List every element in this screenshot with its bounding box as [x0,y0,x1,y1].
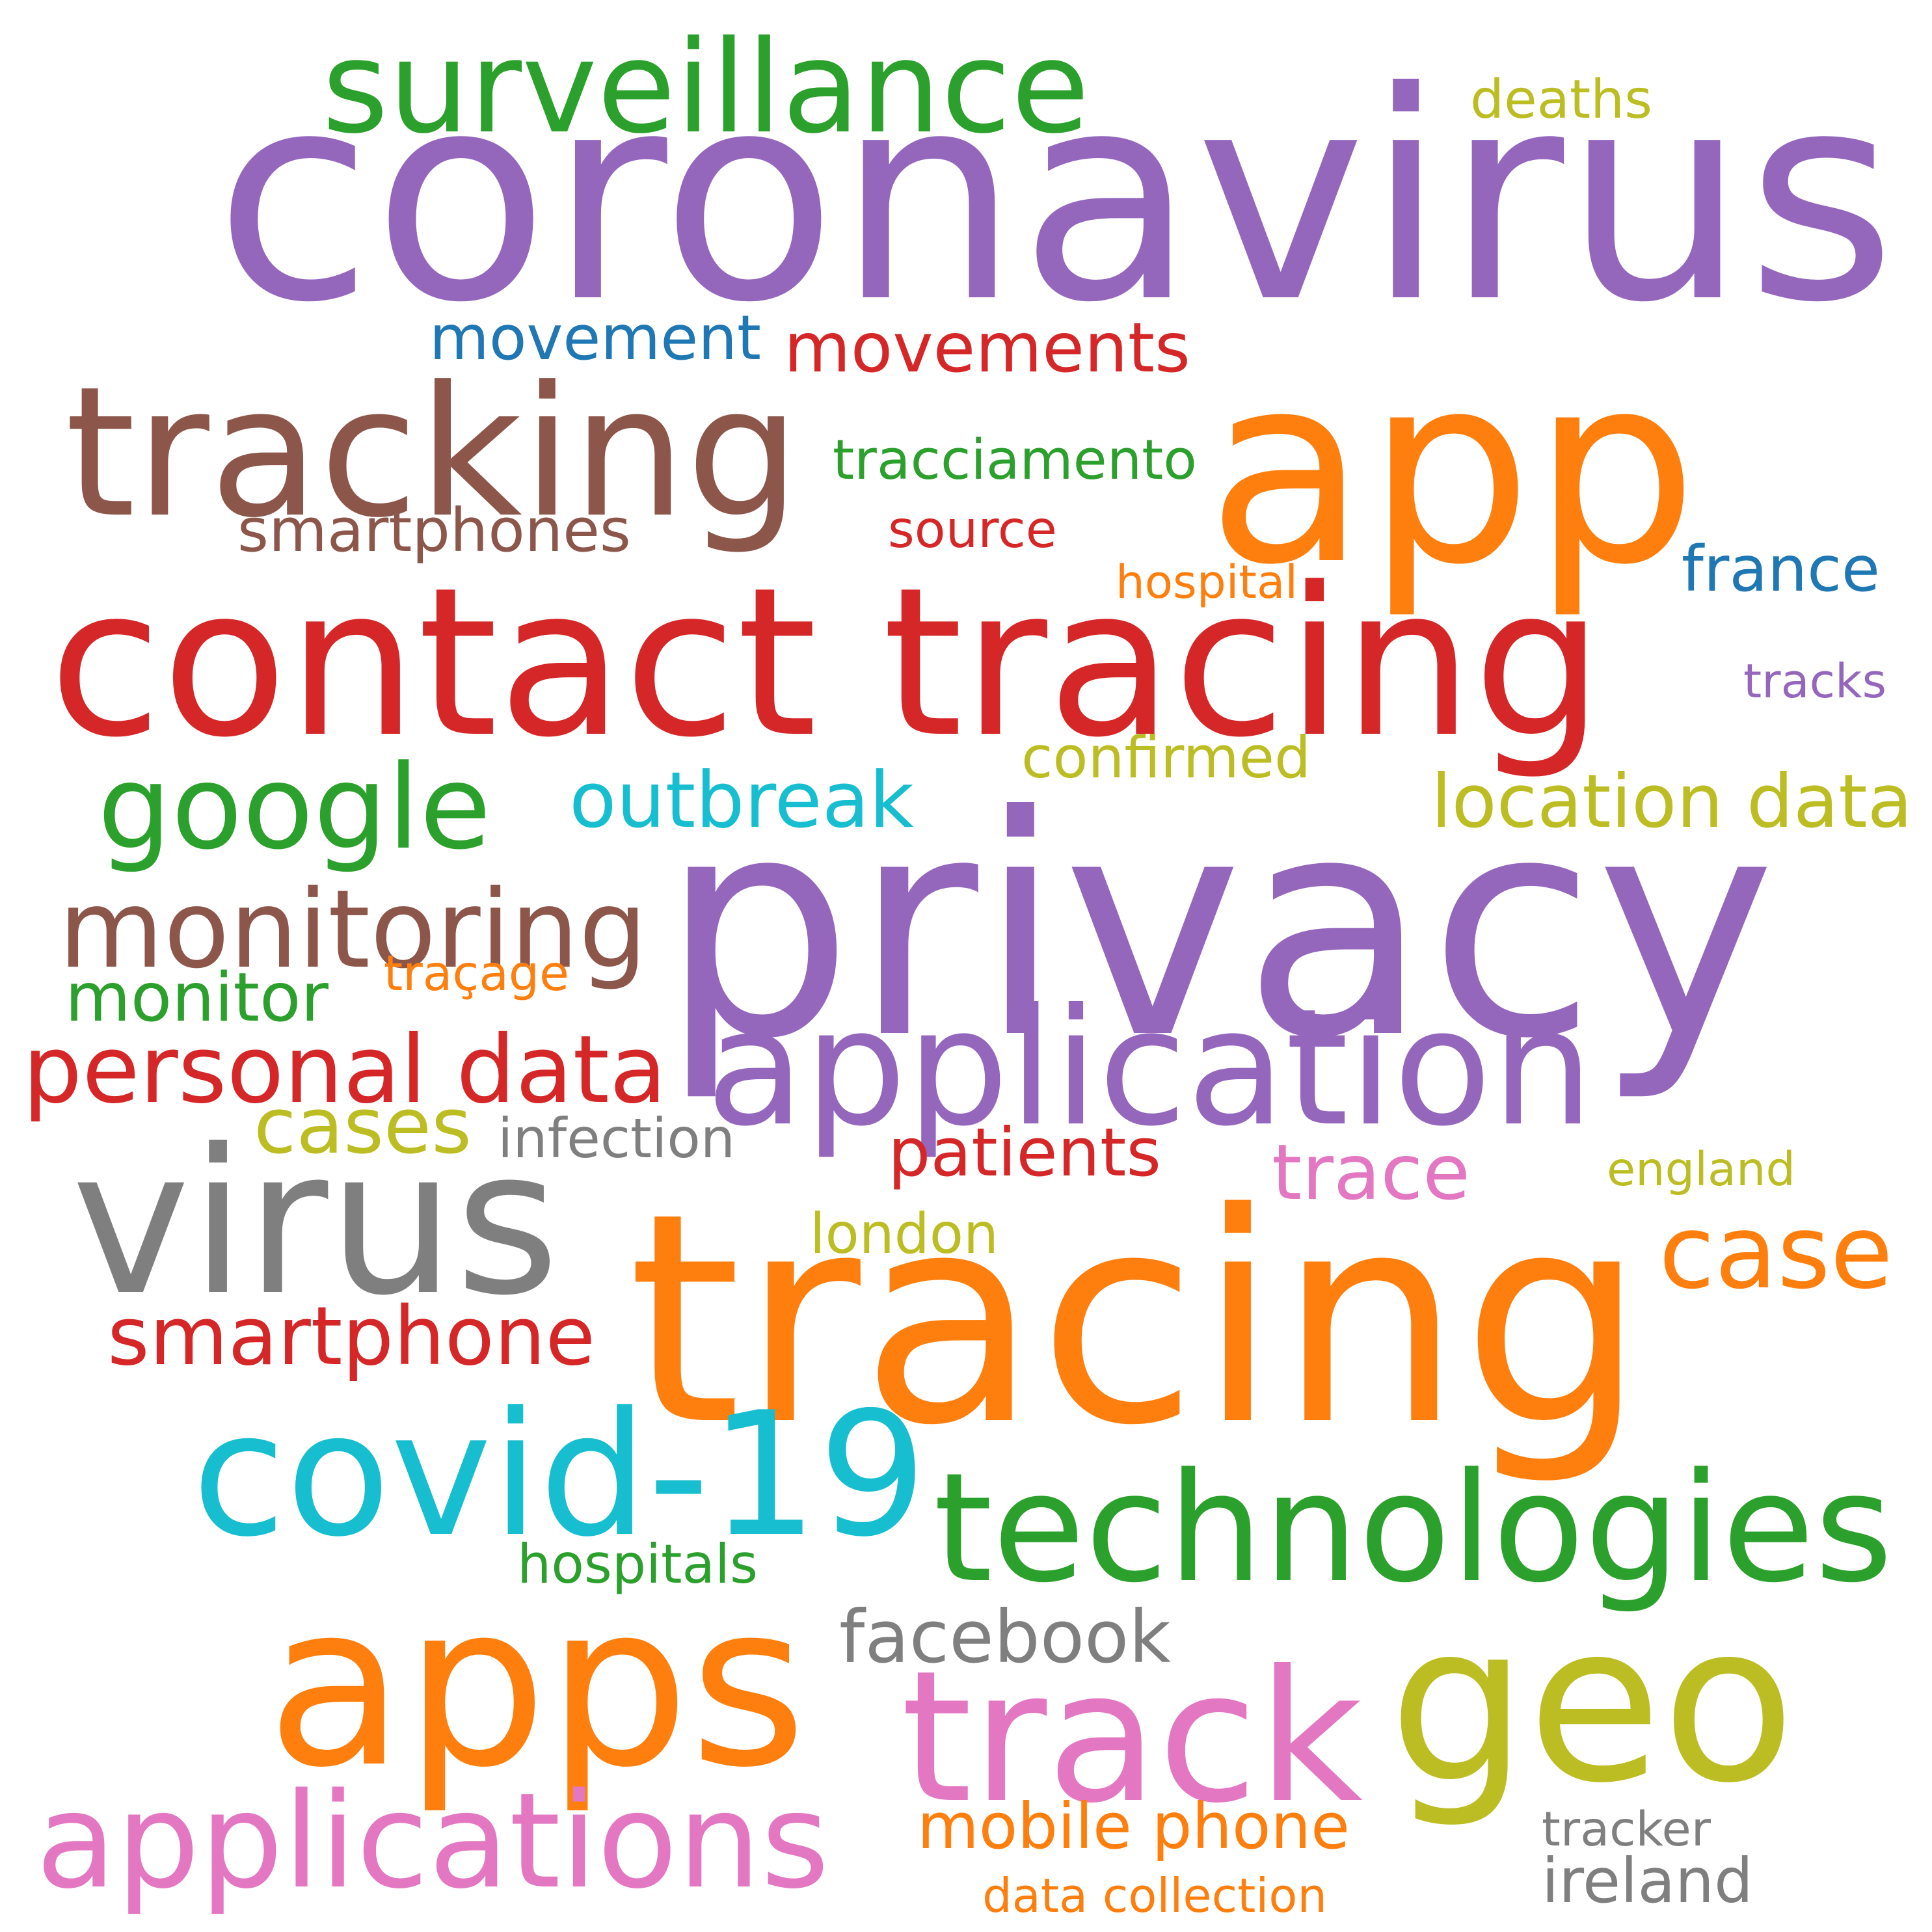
word-personal-data: personal data [23,1015,667,1125]
word-tracciamento: tracciamento [833,428,1197,492]
word-source: source [888,500,1057,559]
word-smartphone: smartphone [107,1289,595,1384]
word-privacy: privacy [660,751,1776,1105]
word-contact-tracing: contact tracing [49,544,1603,783]
word-covid-19: covid-19 [192,1375,927,1575]
word-application: application [706,974,1594,1162]
word-applications: applications [36,1764,829,1918]
word-confirmed: confirmed [1021,723,1311,791]
word-track: track [901,1631,1363,1843]
word-cases: cases [254,1082,472,1172]
word-tracks: tracks [1743,653,1886,708]
word-hospitals: hospitals [517,1533,758,1596]
word-outbreak: outbreak [569,755,914,845]
word-facebook: facebook [839,1594,1171,1680]
word-surveillance: surveillance [322,13,1090,162]
word-coronavirus: coronavirus [215,30,1896,366]
word-trace: trace [1272,1127,1470,1218]
word-data-collection: data collection [982,1868,1327,1924]
word-hospital: hospital [1116,554,1298,609]
word-monitoring: monitoring [59,867,647,993]
word-smartphones: smartphones [237,494,631,565]
word-google: google [98,740,491,876]
word-tracking: tracking [65,349,800,558]
word-london: london [810,1201,999,1267]
word-deaths: deaths [1470,68,1652,131]
word-virus: virus [72,1106,559,1340]
word-tracage: traçage [384,945,569,1002]
word-apps: apps [267,1555,807,1817]
word-england: england [1607,1141,1795,1196]
word-movements: movements [784,308,1190,388]
word-geo: geo [1389,1577,1795,1832]
word-tracing: tracing [628,1151,1646,1490]
word-technologies: technologies [933,1440,1893,1617]
word-location-data: location data [1431,758,1912,844]
word-patients: patients [888,1114,1161,1192]
word-monitor: monitor [65,959,329,1038]
word-infection: infection [498,1106,735,1170]
word-app: app [1207,317,1698,622]
word-france: france [1682,532,1880,606]
word-mobile-phone: mobile phone [917,1789,1350,1863]
word-tracker: tracker [1542,1801,1711,1857]
word-ireland: ireland [1542,1845,1753,1918]
word-movement: movement [429,302,761,374]
word-case: case [1659,1192,1893,1311]
